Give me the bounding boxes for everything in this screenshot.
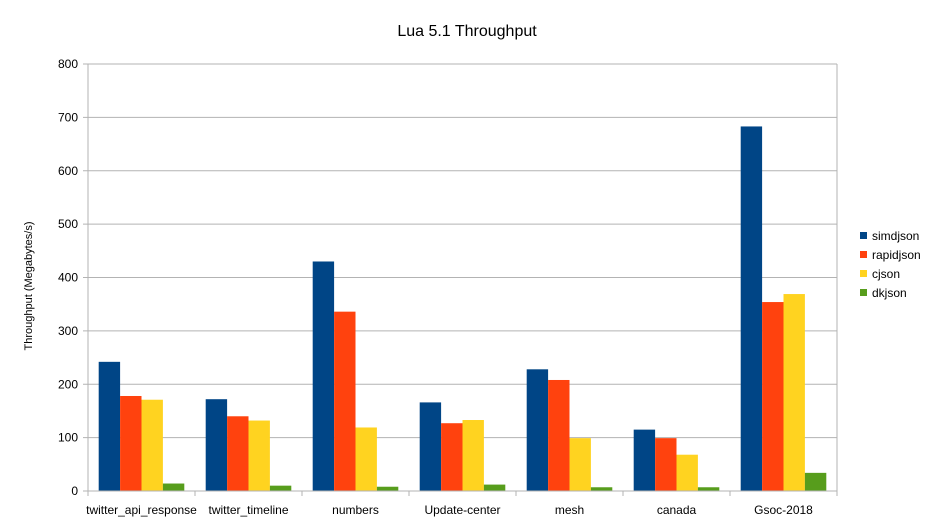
y-tick-label: 400 xyxy=(58,271,78,285)
bar-cjson-numbers xyxy=(355,427,377,491)
y-tick-label: 600 xyxy=(58,164,78,178)
bar-dkjson-twitter_api_response xyxy=(162,483,185,491)
bar-rapidjson-numbers xyxy=(334,311,356,491)
bar-dkjson-numbers xyxy=(376,486,399,491)
bar-cjson-canada xyxy=(676,454,698,491)
legend: simdjson rapidjson cjson dkjson xyxy=(860,229,921,300)
y-tick-label: 800 xyxy=(58,57,78,71)
bar-dkjson-Update-center xyxy=(483,484,506,491)
legend-swatch-dkjson xyxy=(860,289,867,296)
bar-rapidjson-Gsoc-2018 xyxy=(762,302,784,491)
bar-rapidjson-canada xyxy=(655,438,677,491)
legend-swatch-rapidjson xyxy=(860,251,867,258)
x-tick-label: twitter_api_response xyxy=(86,503,197,517)
legend-label-rapidjson: rapidjson xyxy=(872,248,921,262)
bar-dkjson-canada xyxy=(697,487,720,491)
y-tick-label: 300 xyxy=(58,324,78,338)
bar-simdjson-Gsoc-2018 xyxy=(740,126,763,491)
legend-label-simdjson: simdjson xyxy=(872,229,919,243)
axes xyxy=(83,63,838,496)
bar-cjson-mesh xyxy=(569,438,591,491)
bar-cjson-Update-center xyxy=(462,420,484,491)
chart-title: Lua 5.1 Throughput xyxy=(397,23,537,40)
legend-swatch-simdjson xyxy=(860,232,867,239)
bar-simdjson-twitter_api_response xyxy=(98,361,121,491)
bar-rapidjson-twitter_timeline xyxy=(227,416,249,491)
x-tick-label: Gsoc-2018 xyxy=(754,503,813,517)
x-tick-label: canada xyxy=(657,503,697,517)
x-tick-label: numbers xyxy=(332,503,379,517)
bar-rapidjson-twitter_api_response xyxy=(120,395,142,491)
bar-rapidjson-Update-center xyxy=(441,423,463,491)
y-tick-labels: 0 100 200 300 400 500 600 700 800 xyxy=(58,57,78,498)
y-tick-label: 0 xyxy=(71,484,78,498)
bar-cjson-twitter_api_response xyxy=(141,399,163,491)
bar-simdjson-Update-center xyxy=(419,402,442,491)
legend-label-cjson: cjson xyxy=(872,267,900,281)
x-tick-label: Update-center xyxy=(424,503,500,517)
legend-label-dkjson: dkjson xyxy=(872,286,907,300)
y-tick-label: 200 xyxy=(58,377,78,391)
y-tick-label: 500 xyxy=(58,217,78,231)
y-axis-label: Throughput (Megabytes/s) xyxy=(23,221,35,350)
bar-dkjson-twitter_timeline xyxy=(269,485,292,491)
x-tick-label: mesh xyxy=(555,503,584,517)
x-tick-labels: twitter_api_response twitter_timeline numb… xyxy=(86,503,813,517)
y-tick-label: 700 xyxy=(58,110,78,124)
bar-simdjson-mesh xyxy=(526,369,549,491)
y-tick-label: 100 xyxy=(58,431,78,445)
bar-simdjson-canada xyxy=(633,429,656,491)
bar-dkjson-mesh xyxy=(590,487,613,491)
bar-cjson-Gsoc-2018 xyxy=(783,294,805,491)
bar-simdjson-twitter_timeline xyxy=(205,399,228,491)
bars xyxy=(98,126,827,491)
bar-cjson-twitter_timeline xyxy=(248,420,270,491)
bar-rapidjson-mesh xyxy=(548,379,570,491)
bar-dkjson-Gsoc-2018 xyxy=(804,472,827,491)
x-tick-label: twitter_timeline xyxy=(208,503,288,517)
legend-swatch-cjson xyxy=(860,270,867,277)
bar-simdjson-numbers xyxy=(312,261,335,491)
